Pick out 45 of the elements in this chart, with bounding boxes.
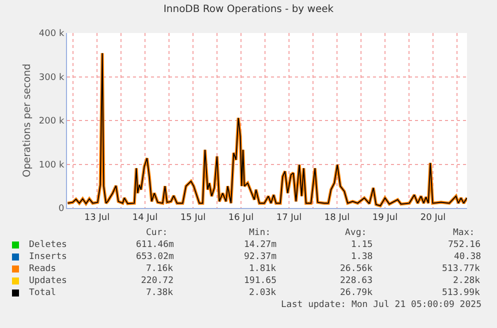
legend-label: Reads bbox=[29, 264, 56, 274]
text: Last update: Mon Jul 21 05:00:09 2025 bbox=[281, 300, 482, 310]
legend-label: Deletes bbox=[29, 240, 67, 250]
y-tick-label: 200 k bbox=[38, 116, 65, 127]
x-tick-label: 20 Jul bbox=[420, 212, 446, 223]
text: Avg: bbox=[345, 228, 367, 238]
text: 2.28k bbox=[453, 276, 481, 286]
text: 1.38 bbox=[351, 252, 373, 262]
text: Max: bbox=[453, 228, 475, 238]
text: 752.16 bbox=[448, 240, 481, 250]
text: 228.63 bbox=[340, 276, 373, 286]
x-tick-label: 13 Jul bbox=[84, 212, 110, 223]
text: 653.02m bbox=[136, 252, 174, 262]
text: 513.77k bbox=[442, 264, 481, 274]
text: 14.27m bbox=[244, 240, 277, 250]
text: 2.03k bbox=[249, 288, 277, 298]
x-tick-label: 14 Jul bbox=[132, 212, 158, 223]
text: 26.79k bbox=[340, 288, 374, 298]
text: 1.81k bbox=[249, 264, 277, 274]
legend-label: Inserts bbox=[29, 252, 67, 262]
text: 7.16k bbox=[146, 264, 174, 274]
text: 611.46m bbox=[136, 240, 174, 250]
x-tick-label: 19 Jul bbox=[372, 212, 398, 223]
x-tick-label: 18 Jul bbox=[324, 212, 350, 223]
text: 26.56k bbox=[340, 264, 374, 274]
text: 1.15 bbox=[351, 240, 373, 250]
text: 40.38 bbox=[454, 252, 482, 262]
text: 92.37m bbox=[244, 252, 277, 262]
text: 191.65 bbox=[244, 276, 277, 286]
text: 220.72 bbox=[141, 276, 174, 286]
text: Min: bbox=[249, 228, 271, 238]
text: 7.38k bbox=[146, 288, 174, 298]
y-axis-title: Operations per second bbox=[22, 64, 33, 178]
legend-label: Total bbox=[29, 288, 56, 298]
y-tick-label: 0 bbox=[58, 204, 64, 214]
x-tick-label: 17 Jul bbox=[276, 212, 302, 223]
text: 513.99k bbox=[442, 288, 481, 298]
y-tick-label: 400 k bbox=[38, 29, 65, 40]
x-tick-label: 16 Jul bbox=[228, 212, 254, 223]
y-tick-label: 300 k bbox=[38, 72, 65, 83]
chart-title: InnoDB Row Operations - by week bbox=[163, 4, 334, 15]
legend-label: Updates bbox=[29, 276, 67, 286]
y-tick-label: 100 k bbox=[38, 160, 65, 170]
text: Cur: bbox=[146, 228, 168, 238]
x-tick-label: 15 Jul bbox=[180, 212, 206, 223]
